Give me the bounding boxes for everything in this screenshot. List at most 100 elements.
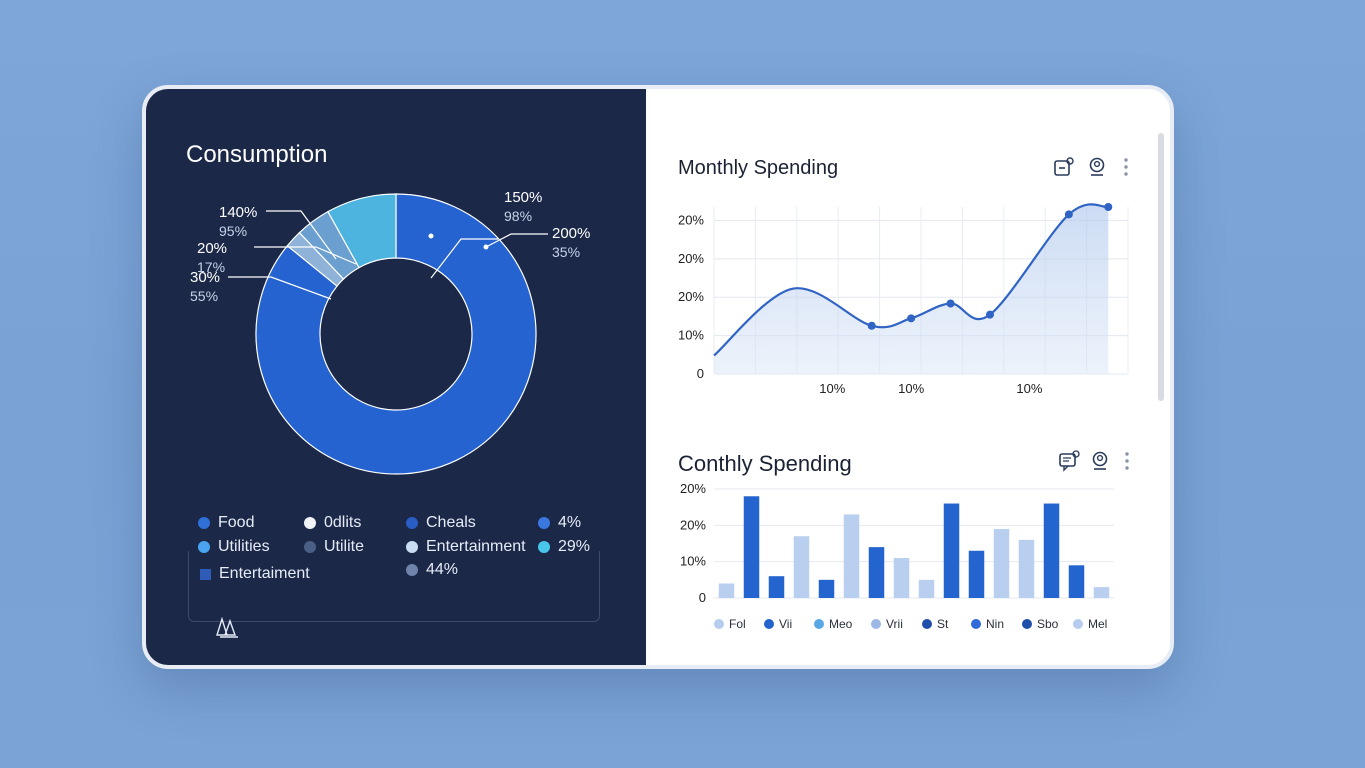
- legend-label: 29%: [558, 538, 591, 555]
- conthly-spending-title: Conthly Spending: [678, 451, 852, 476]
- bar-4: [793, 536, 810, 598]
- bar-2: [743, 496, 760, 598]
- bar-5: [818, 579, 835, 598]
- bar-6: [843, 514, 860, 598]
- line-ytick-label: 0: [697, 366, 704, 381]
- monthly-spending-line-chart: 0 10% 20% 20% 20% 10% 10% 10%: [678, 203, 1129, 396]
- legend-label: 4%: [558, 514, 582, 531]
- legend-item-cheals: Cheals: [406, 514, 476, 532]
- consumption-panel: Consumption 150% 98% 200% 35% 140%: [146, 89, 646, 665]
- legend-swatch: [1073, 619, 1083, 629]
- more-icon-2[interactable]: [1116, 450, 1138, 472]
- legend-label: Vrii: [886, 617, 903, 631]
- legend-item-29pct: 29%: [538, 538, 590, 556]
- bar-legend-vrii: Vrii: [871, 617, 903, 631]
- line-xtick-label: 10%: [1016, 381, 1042, 396]
- line-point: [1064, 210, 1073, 219]
- callout-1-value: 150%: [504, 189, 543, 206]
- legend-item-utilite: Utilite: [304, 538, 364, 556]
- line-series: [713, 203, 1109, 357]
- legend-swatch: [871, 619, 881, 629]
- legend-swatch: [406, 564, 418, 576]
- trees-icon[interactable]: [216, 617, 242, 639]
- callout-3: 140% 95%: [219, 204, 257, 240]
- legend-swatch: [971, 619, 981, 629]
- bar-8: [893, 558, 910, 598]
- callout-2: 200% 35%: [552, 225, 590, 261]
- conthly-spending-bar-chart: 0 10% 20% 20%: [680, 481, 1114, 605]
- legend-swatch: [304, 517, 316, 529]
- bar-9: [918, 579, 935, 598]
- callout-2-sub: 35%: [552, 244, 581, 260]
- legend-swatch: [714, 619, 724, 629]
- scrollbar[interactable]: [1158, 133, 1164, 401]
- legend-label: 0dlits: [324, 514, 362, 531]
- callout-1-sub: 98%: [504, 208, 533, 224]
- legend-swatch: [200, 568, 211, 580]
- donut-slice-1: [255, 193, 537, 475]
- bar-10: [943, 503, 960, 598]
- legend-label: Meo: [829, 617, 853, 631]
- line-xtick-label: 10%: [898, 381, 924, 396]
- user-icon-2[interactable]: [1089, 450, 1111, 472]
- more-icon[interactable]: [1115, 156, 1137, 178]
- legend-label: St: [937, 617, 949, 631]
- legend-label: Food: [218, 514, 255, 531]
- legend-swatch: [304, 541, 316, 553]
- line-point: [1104, 203, 1113, 211]
- legend-item-utilities: Utilities: [198, 538, 270, 556]
- callout-5: 30% 55%: [190, 269, 220, 305]
- bar-16: [1093, 587, 1110, 598]
- bar-legend-sbo: Sbo: [1022, 617, 1058, 631]
- legend-label: Vii: [779, 617, 793, 631]
- legend-swatch: [538, 541, 550, 553]
- callout-leader-1: [430, 238, 498, 279]
- bar-ytick-label: 20%: [680, 517, 706, 532]
- callout-leader-2: [485, 233, 548, 248]
- export-icon[interactable]: [1053, 156, 1075, 178]
- user-icon[interactable]: [1086, 156, 1108, 178]
- bar-legend-vii: Vii: [764, 617, 792, 631]
- line-point: [867, 321, 876, 330]
- line-area-fill: [714, 204, 1109, 374]
- legend-label: Utilities: [218, 538, 270, 555]
- comment-icon[interactable]: [1058, 450, 1080, 472]
- legend-frame: [188, 551, 600, 622]
- legend-label: Mel: [1088, 617, 1108, 631]
- line-point: [986, 310, 994, 319]
- callout-4: 20% 17%: [197, 240, 227, 276]
- bar-13: [1018, 539, 1035, 598]
- callout-1: 150% 98%: [504, 189, 542, 225]
- callout-dot-1: [428, 233, 434, 239]
- legend-item-entertaiment: Entertaiment: [200, 565, 310, 583]
- callout-5-value: 30%: [190, 269, 221, 286]
- line-ytick-label: 20%: [678, 212, 704, 227]
- bar-ytick-label: 10%: [680, 554, 706, 569]
- legend-label: Fol: [729, 617, 746, 631]
- legend-swatch: [406, 541, 418, 553]
- callout-dot-2: [483, 244, 489, 250]
- line-point: [946, 299, 955, 308]
- line-ytick-label: 20%: [678, 251, 704, 266]
- bar-15: [1068, 565, 1085, 598]
- spending-panels: Monthly Spending 0 10% 20% 20% 20% 10% 10% 10% …: [646, 89, 1170, 665]
- legend-item-entertainment: Entertainment: [406, 538, 526, 556]
- legend-swatch: [814, 619, 824, 629]
- callout-3-value: 140%: [219, 204, 258, 221]
- callout-leader-5: [228, 276, 332, 300]
- callout-4-value: 20%: [197, 240, 228, 257]
- bar-legend-st: St: [922, 617, 948, 631]
- legend-label: Nin: [986, 617, 1005, 631]
- legend-item-food: Food: [198, 514, 254, 532]
- legend-label: Utilite: [324, 538, 365, 555]
- legend-swatch: [922, 619, 932, 629]
- bar-legend-meo: Meo: [814, 617, 852, 631]
- monthly-spending-title: Monthly Spending: [678, 157, 839, 179]
- callout-4-sub: 17%: [197, 259, 226, 275]
- consumption-title: Consumption: [186, 141, 328, 168]
- legend-swatch: [198, 541, 210, 553]
- bar-ytick-label: 0: [699, 590, 706, 605]
- bar-legend-fol: Fol: [714, 617, 746, 631]
- bar-7: [868, 547, 885, 598]
- legend-swatch: [764, 619, 774, 629]
